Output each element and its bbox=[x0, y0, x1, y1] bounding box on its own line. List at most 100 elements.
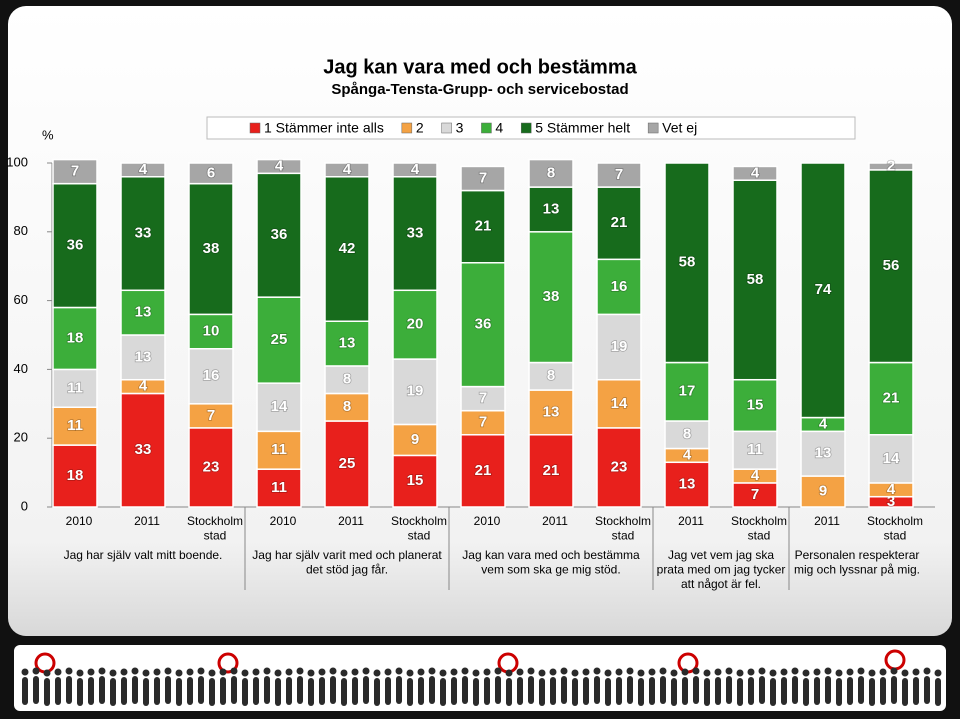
data-label: 13 bbox=[815, 445, 832, 462]
data-label: 58 bbox=[747, 271, 764, 288]
bar-segment bbox=[528, 361, 574, 391]
data-label: 13 bbox=[543, 403, 560, 420]
silhouette-head bbox=[615, 668, 623, 676]
legend-label: 3 bbox=[456, 120, 464, 136]
legend-swatch bbox=[520, 122, 532, 134]
bar-segment bbox=[256, 158, 302, 175]
silhouette-head bbox=[571, 669, 579, 677]
silhouette bbox=[484, 677, 490, 705]
y-tick-label: 60 bbox=[14, 292, 28, 307]
bar-segment bbox=[732, 179, 778, 381]
group-label: Jag har själv valt mitt boende. bbox=[64, 548, 223, 562]
x-tick-label: Stockholm stad bbox=[731, 514, 787, 542]
x-tick-label: 2011 bbox=[134, 514, 160, 528]
silhouette bbox=[682, 677, 688, 705]
silhouette bbox=[242, 678, 248, 706]
silhouette bbox=[726, 676, 732, 704]
silhouette-head bbox=[208, 669, 216, 677]
silhouette-head bbox=[76, 669, 84, 677]
silhouette bbox=[572, 678, 578, 706]
silhouette-head bbox=[230, 667, 238, 675]
x-tick-label: 2011 bbox=[814, 514, 840, 528]
data-label: 8 bbox=[343, 371, 351, 388]
legend-swatch bbox=[481, 122, 492, 134]
silhouette bbox=[451, 677, 457, 705]
data-label: 21 bbox=[611, 214, 628, 231]
data-label: 25 bbox=[271, 331, 288, 348]
data-label: 7 bbox=[479, 414, 487, 431]
silhouette-head bbox=[857, 667, 865, 675]
silhouette-head bbox=[65, 667, 73, 675]
data-label: 11 bbox=[67, 417, 83, 434]
silhouette bbox=[517, 677, 523, 705]
silhouette bbox=[693, 676, 699, 704]
bar-segment bbox=[868, 169, 914, 364]
data-label: 4 bbox=[139, 161, 148, 178]
data-label: 36 bbox=[67, 237, 84, 254]
silhouette-head bbox=[516, 668, 524, 676]
y-tick-label: 40 bbox=[14, 361, 28, 376]
chart-subtitle: Spånga-Tensta-Grupp- och servicebostad bbox=[331, 81, 628, 98]
legend-label: Vet ej bbox=[662, 120, 697, 136]
bar-segment bbox=[868, 434, 914, 484]
bar-segment bbox=[528, 434, 574, 508]
y-axis-label: % bbox=[42, 127, 54, 142]
legend-swatch bbox=[401, 122, 413, 134]
data-label: 7 bbox=[71, 163, 79, 180]
silhouette-head bbox=[285, 668, 293, 676]
silhouette-head bbox=[406, 669, 414, 677]
silhouette bbox=[550, 677, 556, 705]
silhouette-head bbox=[670, 669, 678, 677]
silhouette-head bbox=[813, 668, 821, 676]
silhouette bbox=[660, 676, 666, 704]
bar-segment bbox=[868, 162, 914, 171]
silhouette bbox=[847, 677, 853, 705]
legend-swatch bbox=[647, 122, 659, 134]
data-label: 4 bbox=[683, 446, 692, 463]
silhouette-head bbox=[362, 667, 370, 675]
bar-segment bbox=[596, 258, 642, 316]
silhouette-head bbox=[373, 669, 381, 677]
legend-label: 5 Stämmer helt bbox=[535, 120, 630, 136]
silhouette bbox=[836, 678, 842, 706]
data-label: 11 bbox=[271, 441, 287, 458]
silhouette-head bbox=[769, 669, 777, 677]
bar-segment bbox=[460, 165, 506, 192]
bar-segment bbox=[664, 361, 710, 422]
bar-segment bbox=[120, 176, 166, 292]
bar-segment bbox=[800, 162, 846, 419]
x-tick-label: Stockholm stad bbox=[867, 514, 923, 542]
silhouette bbox=[473, 678, 479, 706]
silhouette bbox=[528, 676, 534, 704]
silhouette bbox=[880, 677, 886, 705]
silhouette-head bbox=[175, 669, 183, 677]
silhouette bbox=[649, 677, 655, 705]
bar-segment bbox=[460, 385, 506, 412]
data-label: 15 bbox=[407, 472, 424, 489]
silhouette-head bbox=[582, 668, 590, 676]
silhouette-head bbox=[703, 669, 711, 677]
silhouette bbox=[110, 678, 116, 706]
silhouette-head bbox=[527, 667, 535, 675]
data-label: 10 bbox=[203, 323, 220, 340]
silhouette-head bbox=[593, 667, 601, 675]
legend-label: 4 bbox=[495, 120, 503, 136]
bar-segment bbox=[324, 392, 370, 422]
x-tick-label: Stockholm stad bbox=[391, 514, 447, 542]
silhouette-head bbox=[109, 669, 117, 677]
silhouette bbox=[781, 677, 787, 705]
silhouette bbox=[319, 677, 325, 705]
data-label: 33 bbox=[135, 441, 152, 458]
silhouette-head bbox=[241, 669, 249, 677]
x-tick-label: Stockholm stad bbox=[187, 514, 243, 542]
silhouette-head bbox=[384, 668, 392, 676]
data-label: 7 bbox=[751, 486, 759, 503]
silhouette-head bbox=[197, 667, 205, 675]
silhouettes bbox=[21, 667, 942, 706]
silhouette bbox=[385, 677, 391, 705]
data-label: 74 bbox=[815, 281, 832, 298]
silhouette bbox=[759, 676, 765, 704]
silhouette bbox=[715, 677, 721, 705]
bar-segment bbox=[120, 162, 166, 178]
silhouette-head bbox=[87, 668, 95, 676]
